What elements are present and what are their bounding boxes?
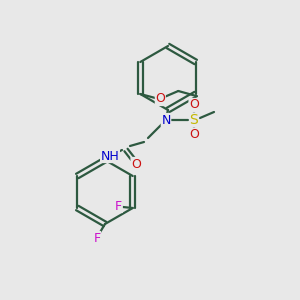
Text: O: O [189,98,199,112]
Text: O: O [155,92,165,106]
Text: S: S [190,113,198,127]
Text: NH: NH [100,149,119,163]
Text: N: N [161,113,171,127]
Text: O: O [131,158,141,170]
Text: O: O [189,128,199,142]
Text: F: F [115,200,122,212]
Text: F: F [93,232,100,244]
